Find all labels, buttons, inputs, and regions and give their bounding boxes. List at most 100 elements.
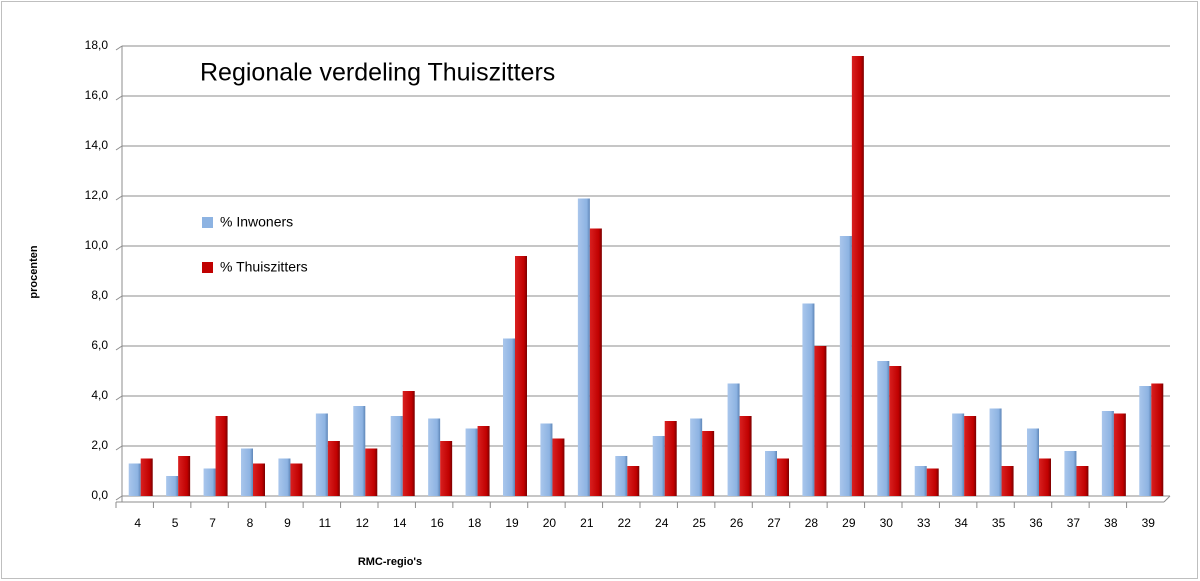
bar: [964, 416, 977, 496]
bar: [739, 416, 752, 496]
bar: [690, 418, 703, 496]
floor-edge: [1163, 495, 1171, 503]
x-tick-label: 30: [880, 516, 894, 530]
x-tick-label: 26: [730, 516, 744, 530]
x-tick-label: 29: [842, 516, 856, 530]
y-tick-label: 12,0: [85, 188, 109, 202]
bar: [802, 303, 815, 496]
x-tick-label: 28: [805, 516, 819, 530]
bar: [353, 406, 366, 496]
bar: [702, 431, 715, 496]
x-tick-label: 14: [393, 516, 407, 530]
bar: [577, 198, 590, 496]
bar: [765, 451, 777, 496]
x-tick-label: 5: [172, 516, 179, 530]
y-tick-label: 2,0: [91, 438, 108, 452]
bar: [327, 441, 340, 496]
bar: [1039, 458, 1051, 496]
x-tick-label: 27: [767, 516, 781, 530]
bar: [889, 366, 902, 496]
bar: [140, 458, 153, 496]
x-tick-label: 22: [618, 516, 632, 530]
bar: [503, 338, 515, 496]
bar: [440, 441, 453, 496]
bar: [552, 438, 565, 496]
bar: [253, 463, 265, 496]
bar: [215, 416, 228, 496]
bar: [877, 361, 890, 496]
y-tick-label: 18,0: [85, 38, 109, 52]
legend-label: % Thuiszitters: [220, 259, 308, 275]
bar: [166, 476, 179, 496]
bar: [278, 458, 291, 496]
x-tick-label: 16: [430, 516, 444, 530]
y-tick-label: 0,0: [91, 488, 108, 502]
bar: [839, 236, 852, 496]
y-tick-label: 4,0: [91, 388, 108, 402]
tick-mark: [115, 95, 123, 101]
bar: [615, 456, 628, 496]
bar: [515, 256, 527, 496]
x-tick-label: 18: [468, 516, 482, 530]
x-tick-label: 35: [992, 516, 1006, 530]
bar: [851, 56, 864, 496]
legend-label: % Inwoners: [220, 214, 293, 230]
x-tick-label: 36: [1029, 516, 1043, 530]
x-tick-label: 12: [356, 516, 370, 530]
x-tick-label: 38: [1104, 516, 1118, 530]
x-tick-label: 19: [505, 516, 519, 530]
bar: [989, 408, 1002, 496]
bar: [727, 383, 740, 496]
bar: [1064, 451, 1077, 496]
y-tick-label: 16,0: [85, 88, 109, 102]
tick-mark: [115, 395, 123, 401]
y-tick-label: 14,0: [85, 138, 109, 152]
bar: [128, 463, 141, 496]
bar: [1113, 413, 1126, 496]
bar: [664, 421, 677, 496]
bar: [952, 413, 965, 496]
tick-mark: [115, 345, 123, 351]
bar: [914, 466, 927, 496]
x-tick-label: 25: [692, 516, 706, 530]
x-tick-label: 4: [134, 516, 141, 530]
x-tick-label: 24: [655, 516, 669, 530]
tick-mark: [115, 195, 123, 201]
bar: [178, 456, 191, 496]
x-tick-label: 21: [580, 516, 594, 530]
bar: [1139, 386, 1152, 496]
bar: [315, 413, 328, 496]
bar: [652, 436, 665, 496]
tick-mark: [115, 245, 123, 251]
x-tick-label: 37: [1067, 516, 1081, 530]
bar: [465, 428, 478, 496]
x-tick-label: 33: [917, 516, 931, 530]
x-tick-label: 34: [954, 516, 968, 530]
x-tick-label: 20: [543, 516, 557, 530]
tick-mark: [115, 445, 123, 451]
x-tick-label: 8: [247, 516, 254, 530]
bar: [402, 391, 415, 496]
bar: [477, 426, 490, 496]
bar: [1101, 411, 1114, 496]
bar: [1151, 383, 1164, 496]
y-tick-label: 6,0: [91, 338, 108, 352]
tick-mark: [115, 45, 123, 51]
legend-swatch: [202, 217, 213, 228]
tick-mark: [115, 295, 123, 301]
bar: [428, 418, 441, 496]
legend-swatch: [202, 262, 213, 273]
bar: [627, 466, 640, 496]
bar: [365, 448, 378, 496]
y-tick-label: 10,0: [85, 238, 109, 252]
bar: [203, 468, 216, 496]
bar: [390, 416, 403, 496]
bar: [1027, 428, 1039, 496]
bar: [1076, 466, 1089, 496]
bar: [241, 448, 253, 496]
bar: [926, 468, 939, 496]
x-tick-label: 11: [319, 516, 332, 530]
bar: [290, 463, 303, 496]
